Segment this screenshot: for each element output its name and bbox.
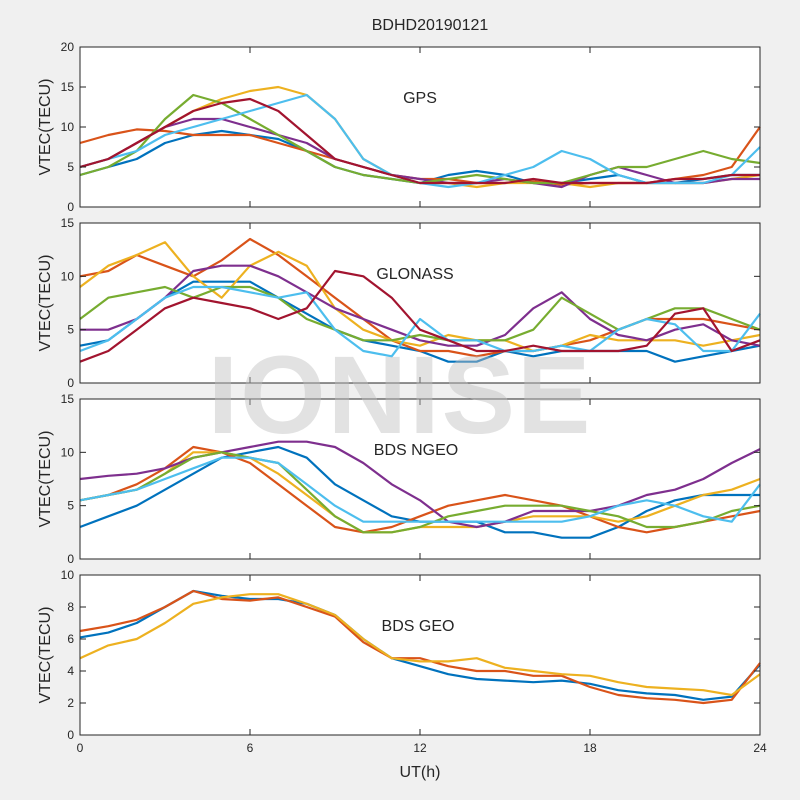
y-tick-label: 10	[61, 568, 75, 582]
y-tick-label: 0	[67, 552, 74, 566]
y-tick-label: 5	[67, 160, 74, 174]
series-line-6	[79, 285, 761, 358]
series-group	[79, 589, 761, 705]
panel-label: GPS	[403, 90, 437, 107]
panel-label: BDS GEO	[382, 618, 455, 635]
x-axis-label: UT(h)	[400, 764, 441, 781]
y-tick-label: 15	[61, 216, 75, 230]
y-tick-label: 10	[61, 269, 75, 283]
series-line-4	[80, 264, 761, 347]
series-group	[79, 237, 761, 363]
y-tick-label: 2	[67, 696, 74, 710]
y-tick-label: 4	[67, 664, 74, 678]
y-tick-label: 6	[67, 632, 74, 646]
y-axis-label: VTEC(TECU)	[37, 607, 54, 704]
series-line-2	[79, 589, 761, 705]
y-tick-label: 10	[61, 445, 75, 459]
y-tick-label: 15	[61, 80, 75, 94]
y-axis-label: VTEC(TECU)	[37, 79, 54, 176]
panel-3: 0 5 10 15 VTEC(TECU) BDS NGEO	[37, 392, 761, 566]
series-group	[79, 85, 761, 189]
panel-label: GLONASS	[376, 266, 453, 283]
series-group	[79, 440, 761, 539]
series-line-3	[79, 593, 761, 697]
y-tick-label: 0	[67, 200, 74, 214]
x-tick-label: 6	[247, 741, 254, 755]
series-line-7	[79, 269, 761, 363]
plot-area	[80, 223, 760, 383]
y-axis-label: VTEC(TECU)	[37, 431, 54, 528]
figure-title: BDHD20190121	[372, 17, 489, 34]
panel-1: 0 5 10 15 20 VTEC(TECU) GPS	[37, 40, 761, 214]
plot-area	[80, 575, 760, 735]
series-line-5	[79, 451, 761, 534]
y-tick-label: 5	[67, 323, 74, 337]
series-line-4	[79, 117, 760, 189]
series-line-7	[79, 97, 760, 185]
y-tick-label: 8	[67, 600, 74, 614]
y-tick-label: 20	[61, 40, 75, 54]
x-tick-label: 0	[77, 741, 84, 755]
y-tick-label: 5	[67, 499, 74, 513]
x-tick-label: 18	[583, 741, 597, 755]
panel-label: BDS NGEO	[374, 442, 458, 459]
y-tick-label: 15	[61, 392, 75, 406]
series-line-2	[79, 445, 761, 534]
x-tick-label: 24	[753, 741, 767, 755]
y-axis-label: VTEC(TECU)	[37, 255, 54, 352]
panel-2: 0 5 10 15 VTEC(TECU) GLONASS	[37, 216, 761, 390]
y-tick-label: 0	[67, 728, 74, 742]
x-tick-label: 12	[413, 741, 427, 755]
y-tick-label: 0	[67, 376, 74, 390]
series-line-6	[79, 456, 761, 523]
y-tick-label: 10	[61, 120, 75, 134]
